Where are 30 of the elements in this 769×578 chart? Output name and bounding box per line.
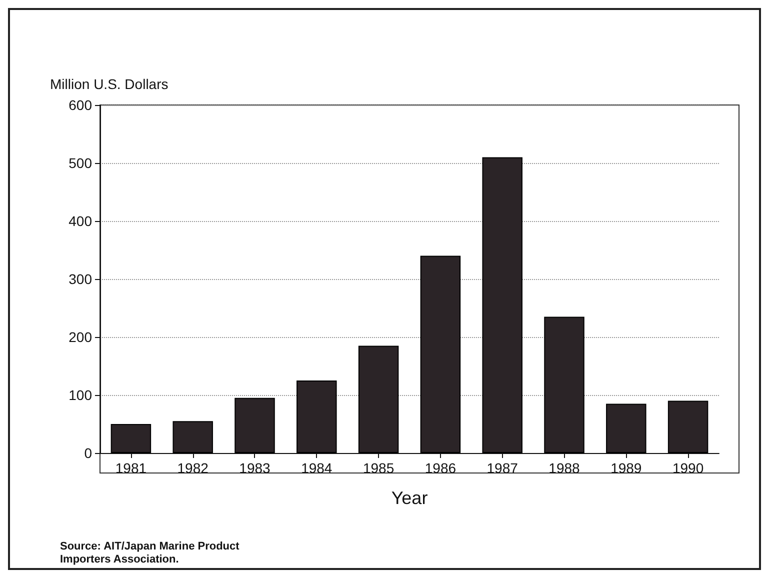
- bar: [234, 398, 275, 453]
- bar: [358, 346, 399, 453]
- bar: [668, 400, 708, 453]
- y-tick-label: 300: [68, 271, 92, 287]
- y-axis-title: Million U.S. Dollars: [50, 76, 168, 92]
- y-tick-label: 400: [68, 213, 92, 229]
- x-tick-label: 1989: [610, 460, 642, 476]
- x-tick-label: 1981: [115, 460, 147, 476]
- bar: [110, 424, 152, 453]
- x-tick-label: 1982: [177, 460, 209, 476]
- bar: [172, 421, 213, 453]
- y-tick-label: 0: [84, 445, 92, 461]
- x-tick-label: 1990: [672, 460, 704, 476]
- y-tick-label: 600: [68, 97, 92, 113]
- y-tick-label: 200: [68, 329, 92, 345]
- x-tick-label: 1987: [486, 460, 518, 476]
- bar: [606, 404, 646, 453]
- x-tick-label: 1983: [239, 460, 271, 476]
- source-note: Source: AIT/Japan Marine Product Importers Association.: [60, 540, 240, 566]
- y-tick-label: 100: [68, 387, 92, 403]
- bar: [544, 316, 584, 453]
- x-tick-label: 1988: [548, 460, 580, 476]
- bar: [296, 380, 337, 453]
- x-axis-title: Year: [391, 488, 428, 508]
- x-tick-label: 1986: [424, 460, 456, 476]
- bar: [420, 256, 461, 453]
- bar: [482, 157, 522, 453]
- y-tick-label: 500: [68, 155, 92, 171]
- x-tick-label: 1985: [362, 460, 394, 476]
- x-tick-label: 1984: [301, 460, 332, 476]
